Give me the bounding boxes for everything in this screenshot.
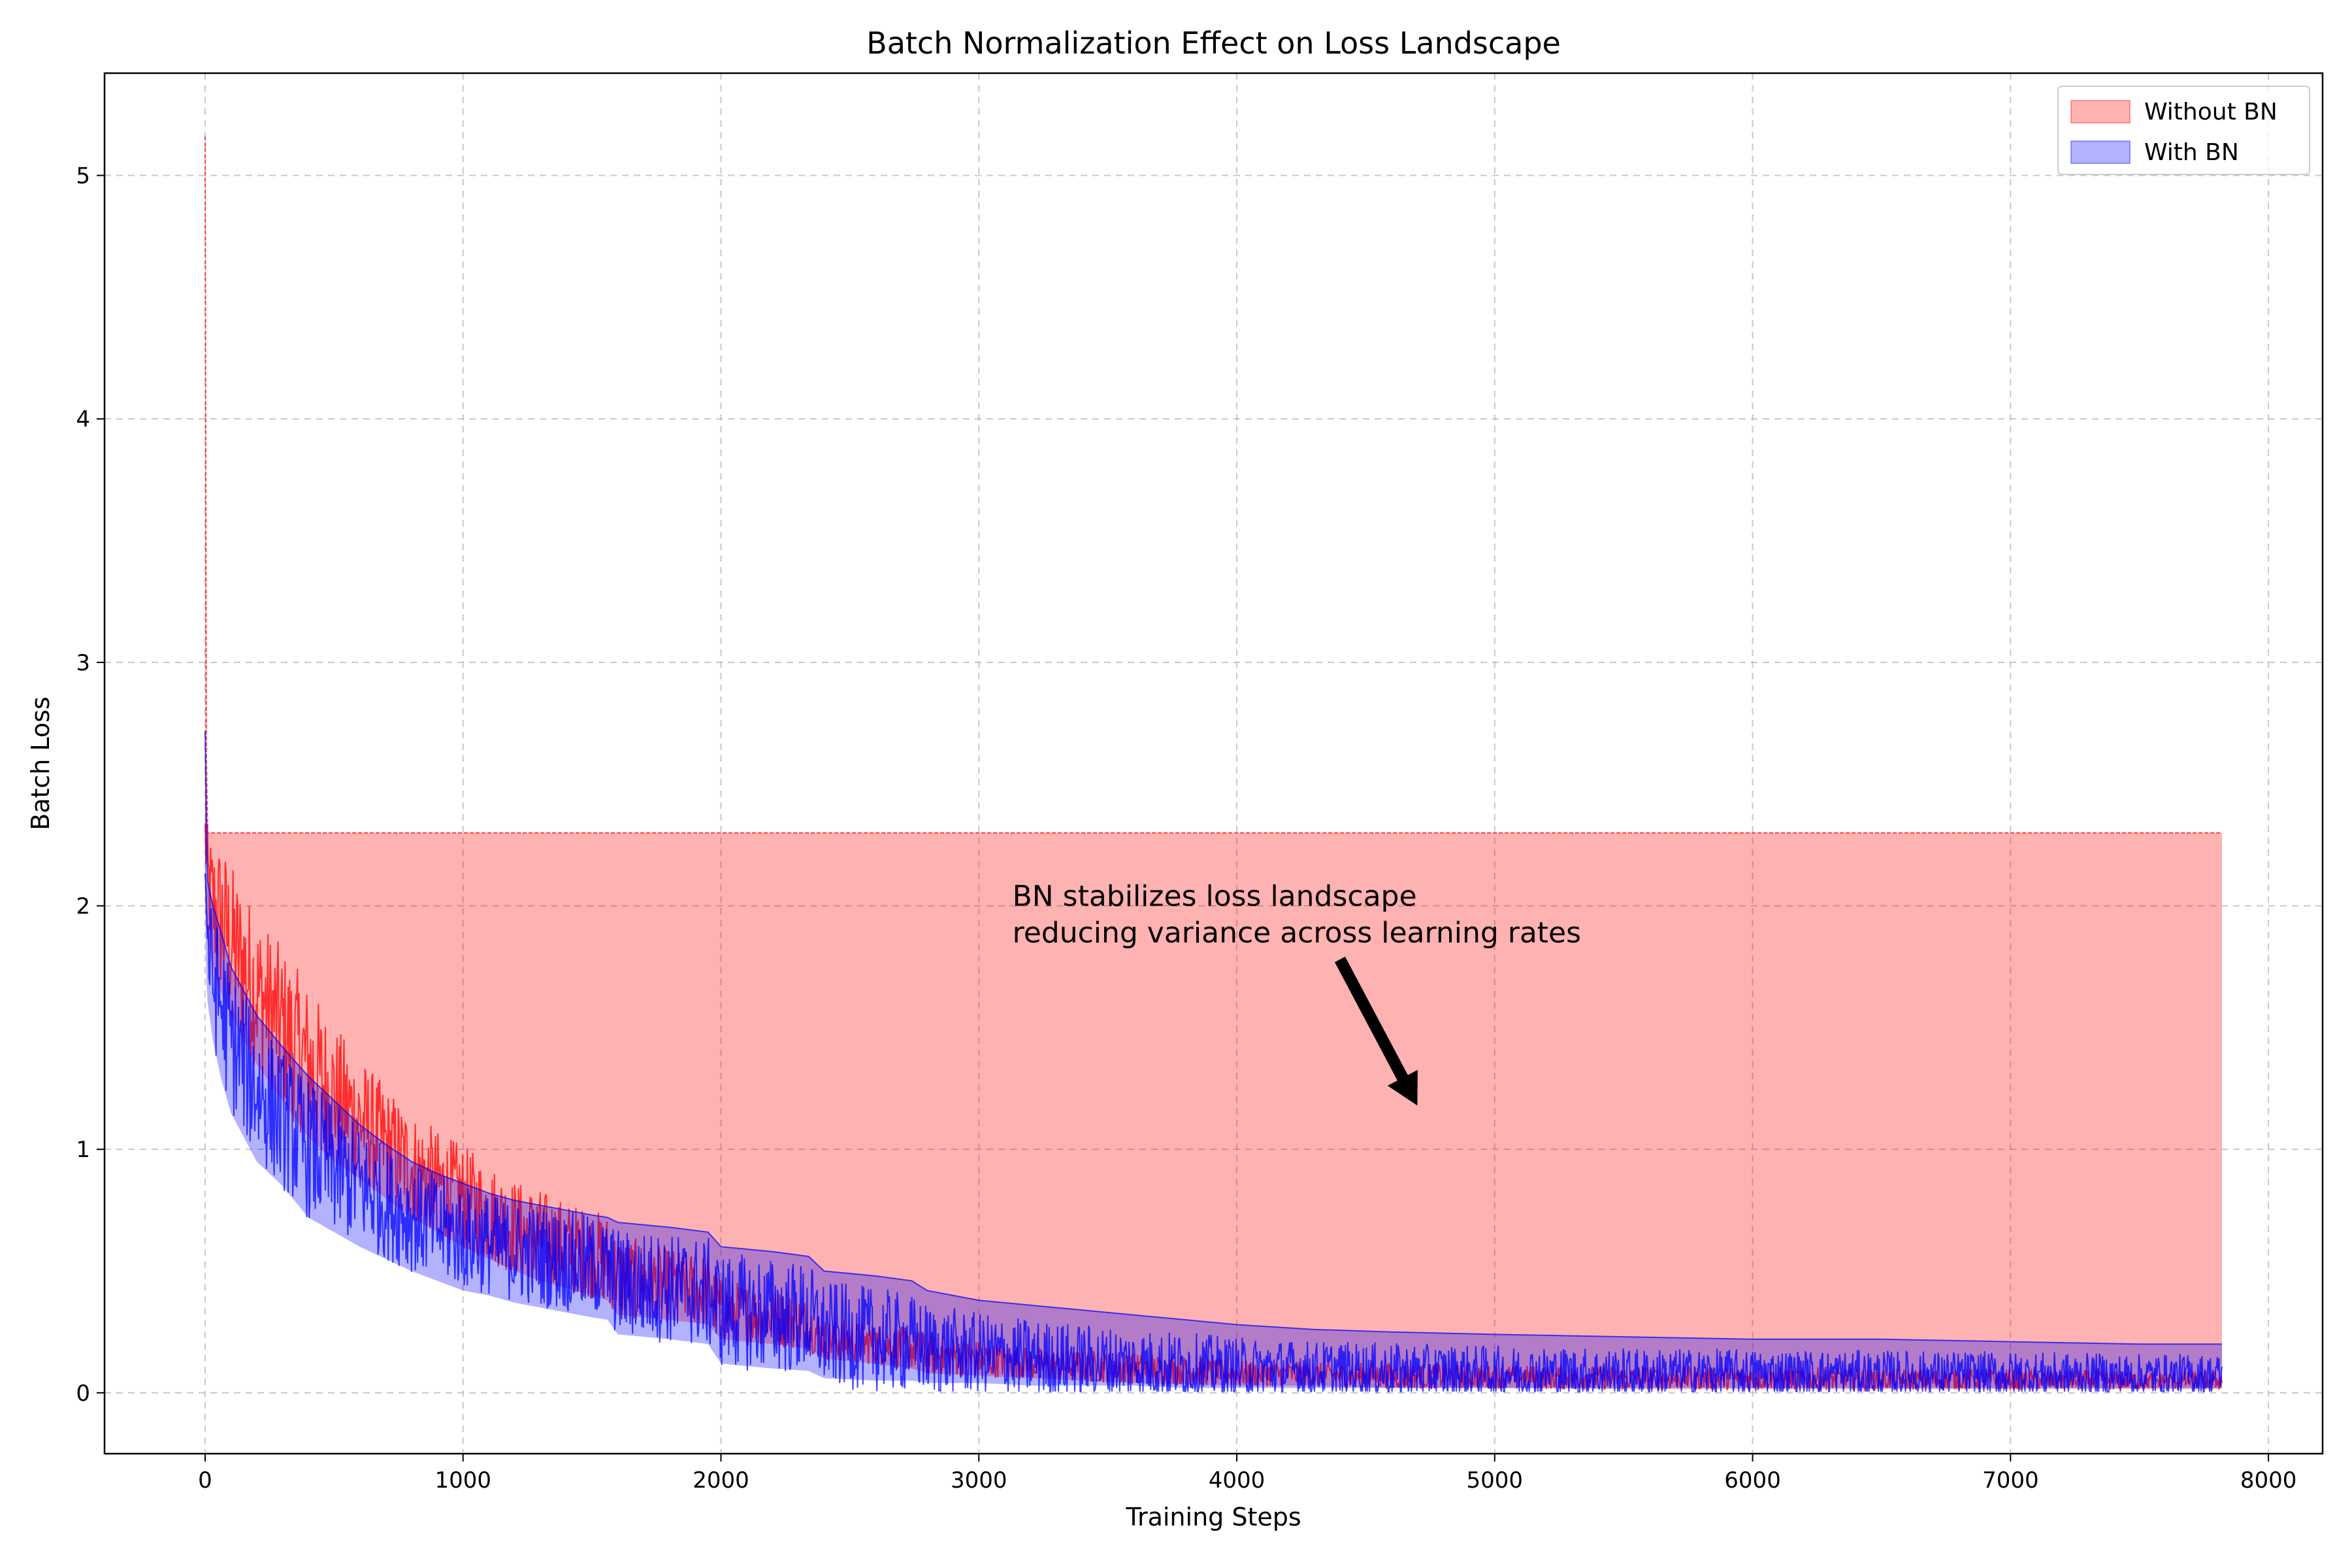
legend-box <box>2057 86 2310 175</box>
annotation-line-2: reducing variance across learning rates <box>1013 916 1581 949</box>
legend-swatch-with-bn <box>2070 140 2131 164</box>
x-tick-label: 0 <box>198 1467 212 1494</box>
x-tick-label: 2000 <box>693 1467 749 1494</box>
legend: Without BN With BN <box>2057 86 2310 175</box>
y-tick-label: 3 <box>76 650 90 676</box>
legend-label-without-bn: Without BN <box>2144 99 2278 125</box>
y-tick-label: 0 <box>76 1380 90 1407</box>
upper-line-without-bn <box>204 136 2222 834</box>
chart-title: Batch Normalization Effect on Loss Lands… <box>866 25 1561 61</box>
axis-ticks: 0 1000 2000 3000 4000 5000 6000 7000 8000 0 1 2 3 4 5 <box>76 163 2296 1494</box>
plot-area <box>204 136 2223 1394</box>
x-tick-label: 3000 <box>951 1467 1007 1494</box>
grid <box>105 73 2323 1454</box>
x-tick-label: 4000 <box>1209 1467 1266 1494</box>
y-tick-label: 5 <box>76 163 90 189</box>
y-axis-label: Batch Loss <box>26 696 55 830</box>
y-tick-label: 2 <box>76 894 90 920</box>
x-tick-label: 7000 <box>1982 1467 2039 1494</box>
axes-frame <box>103 72 2324 1455</box>
series-group <box>204 136 2223 1394</box>
line-with-bn <box>204 874 2223 1394</box>
x-tick-label: 8000 <box>2240 1467 2297 1494</box>
legend-label-with-bn: With BN <box>2144 139 2239 166</box>
legend-swatch-without-bn <box>2070 100 2131 123</box>
annotation-arrow <box>1335 956 1418 1106</box>
x-tick-label: 6000 <box>1724 1467 1781 1494</box>
area-without-bn <box>205 136 2222 1390</box>
x-tick-label: 1000 <box>434 1467 491 1494</box>
annotation-line-1: BN stabilizes loss landscape <box>1013 879 1417 913</box>
annotation: BN stabilizes loss landscape reducing va… <box>1013 879 1581 1106</box>
upper-line-with-bn <box>204 730 2222 1345</box>
x-tick-label: 5000 <box>1467 1467 1524 1494</box>
x-axis-label: Training Steps <box>1125 1503 1301 1531</box>
y-tick-label: 1 <box>76 1137 90 1163</box>
y-tick-label: 4 <box>76 406 90 433</box>
